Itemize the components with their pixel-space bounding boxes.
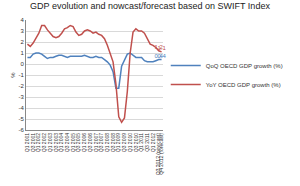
svg-text:Q3 2005: Q3 2005 (75, 133, 81, 152)
svg-text:1: 1 (20, 50, 24, 56)
svg-text:3: 3 (20, 28, 24, 34)
svg-text:Q1 2008: Q1 2008 (104, 133, 110, 152)
svg-text:-6: -6 (18, 127, 24, 133)
svg-text:Q3 2007: Q3 2007 (98, 133, 104, 152)
svg-text:Q3 2008: Q3 2008 (110, 133, 116, 152)
svg-text:1.1: 1.1 (157, 45, 166, 51)
svg-text:Q1 2007: Q1 2007 (93, 133, 99, 152)
svg-text:Q3 2012 (nowcast): Q3 2012 (nowcast) (155, 133, 161, 176)
svg-text:1.2: 1.2 (155, 44, 164, 50)
svg-text:-4: -4 (18, 105, 24, 111)
svg-text:-2: -2 (18, 83, 24, 89)
svg-text:Q1 2010: Q1 2010 (127, 133, 133, 152)
svg-text:Q1 2009: Q1 2009 (115, 133, 121, 152)
svg-text:0.4: 0.4 (155, 53, 164, 59)
svg-text:2: 2 (20, 39, 24, 45)
svg-text:Q3 2001: Q3 2001 (30, 133, 36, 152)
svg-text:Q1 2003: Q1 2003 (47, 133, 53, 152)
svg-text:4: 4 (20, 17, 24, 23)
svg-text:Q3 2002: Q3 2002 (41, 133, 47, 152)
svg-text:Q1 2002: Q1 2002 (35, 133, 41, 152)
svg-text:Q4 2012 (forecast): Q4 2012 (forecast) (158, 133, 164, 175)
svg-text:YoY OECD GDP growth (%): YoY OECD GDP growth (%) (206, 82, 281, 88)
svg-text:-5: -5 (18, 116, 24, 122)
svg-text:Q1 2001: Q1 2001 (24, 133, 30, 152)
svg-text:Q1 2011: Q1 2011 (138, 133, 144, 152)
svg-text:Q1 2004: Q1 2004 (58, 133, 64, 152)
svg-text:Q3 2004: Q3 2004 (64, 133, 70, 152)
svg-text:Q3 2010: Q3 2010 (133, 133, 139, 152)
svg-text:%: % (10, 72, 16, 78)
svg-text:GDP evolution and nowcast/fore: GDP evolution and nowcast/forecast based… (30, 1, 270, 11)
svg-text:-3: -3 (18, 94, 24, 100)
svg-text:-1: -1 (18, 72, 24, 78)
svg-text:Q1 2006: Q1 2006 (81, 133, 87, 152)
svg-text:Q1 2012: Q1 2012 (150, 133, 156, 152)
svg-text:Q3 2009: Q3 2009 (121, 133, 127, 152)
svg-text:0: 0 (20, 61, 24, 67)
svg-text:Q3 2006: Q3 2006 (87, 133, 93, 152)
svg-text:Q1 2005: Q1 2005 (70, 133, 76, 152)
svg-text:QoQ OECD GDP growth (%): QoQ OECD GDP growth (%) (206, 63, 283, 69)
svg-text:Q3 2003: Q3 2003 (53, 133, 59, 152)
svg-text:Q3 2011: Q3 2011 (144, 133, 150, 152)
svg-text:0.4: 0.4 (157, 53, 166, 59)
